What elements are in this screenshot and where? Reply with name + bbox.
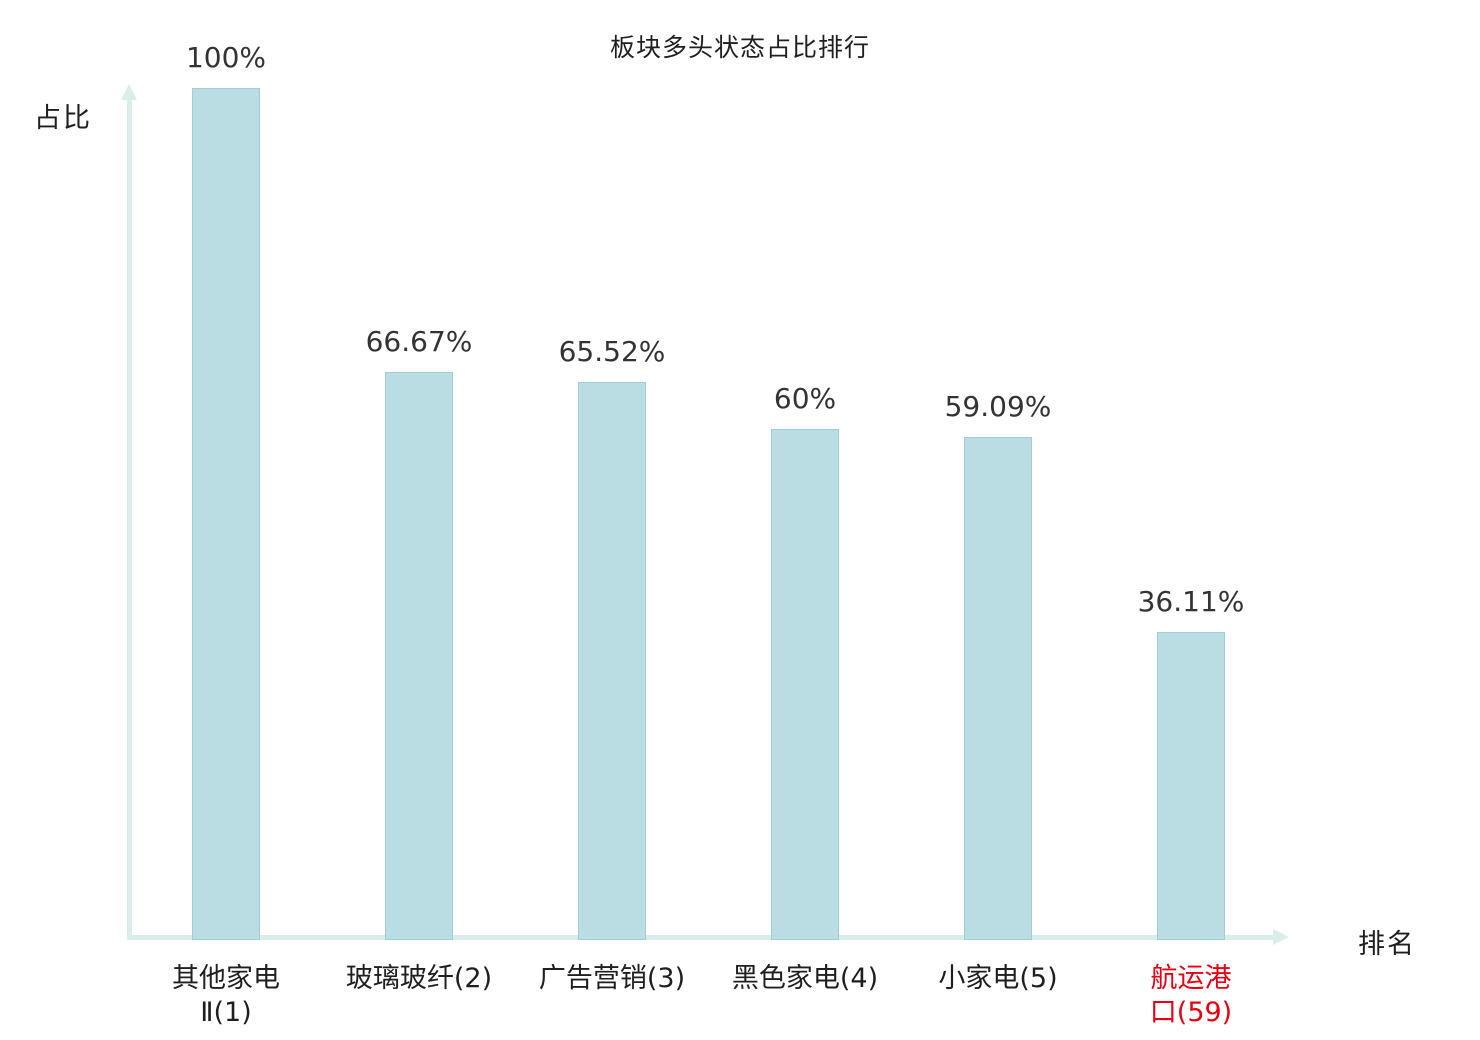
plot-area: 100% 其他家电 Ⅱ(1) 66.67% 玻璃玻纤(2) 65.52% 广告营销(3) 6… [130, 41, 1280, 1028]
bar-value-label: 60% [773, 382, 837, 415]
bar-category-label: 广告营销(3) [538, 963, 686, 994]
bar-value-label: 100% [185, 41, 267, 74]
x-axis-label: 排名 [1358, 929, 1416, 960]
chart-title: 板块多头状态占比排行 [609, 33, 870, 62]
bar-category-label: 玻璃玻纤(2) [345, 963, 493, 994]
bar [192, 88, 260, 940]
x-axis-line [127, 935, 1275, 940]
bar-value-label: 66.67% [365, 325, 473, 358]
bar-value-label: 59.09% [944, 390, 1052, 423]
y-axis-label: 占比 [34, 103, 92, 134]
bar-value-label: 65.52% [558, 335, 666, 368]
bar-category-label: 其他家电 Ⅱ(1) [172, 963, 280, 1028]
bar-value-label: 36.11% [1137, 585, 1245, 618]
bar [964, 437, 1032, 940]
bar-category-label: 黑色家电(4) [731, 963, 879, 994]
y-axis-arrow-icon [121, 84, 137, 100]
bar [578, 382, 646, 940]
bar-category-label: 小家电(5) [938, 963, 1058, 994]
bar [385, 372, 453, 940]
x-axis-arrow-icon [1273, 929, 1289, 945]
bar [1157, 632, 1225, 940]
bar-category-label: 航运港口(59) [1149, 963, 1233, 1028]
bar [771, 429, 839, 940]
y-axis-line [127, 99, 132, 940]
